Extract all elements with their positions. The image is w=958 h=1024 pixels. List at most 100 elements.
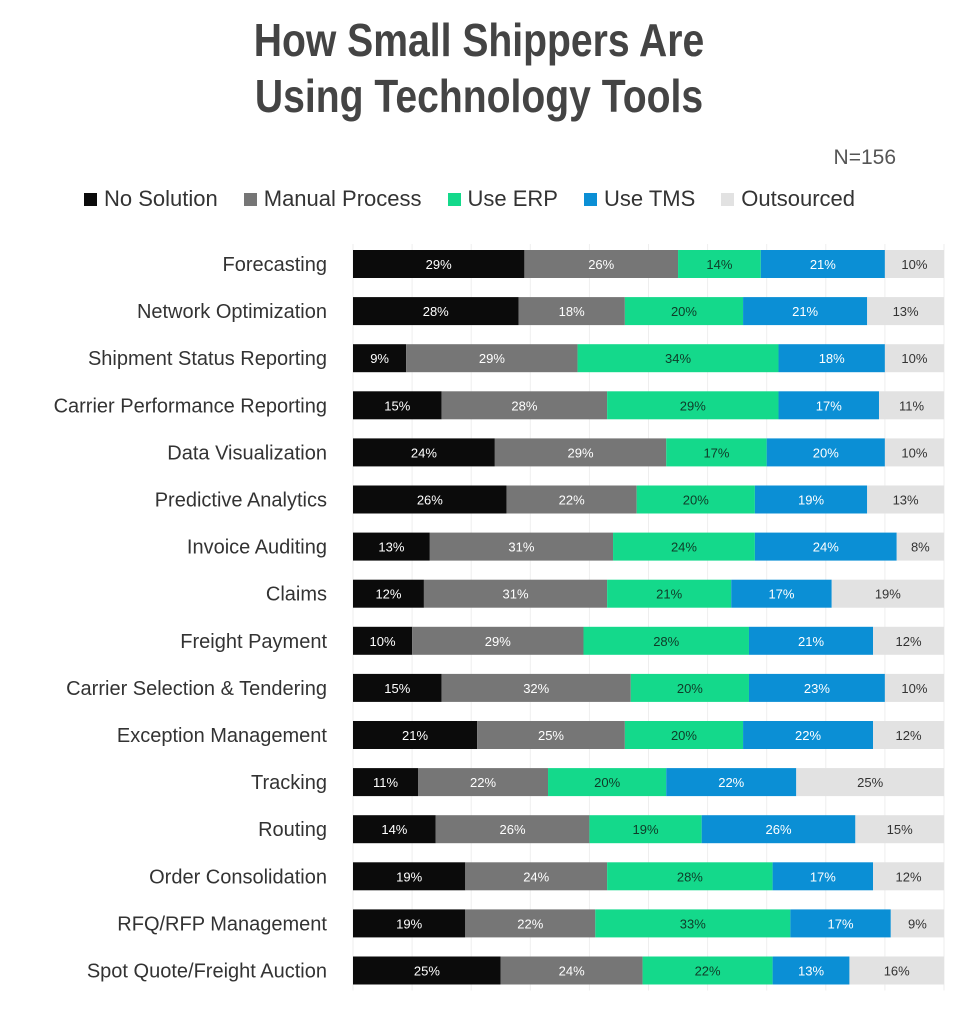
legend-label: Use TMS [603,186,696,211]
title-line-1: How Small Shippers Are [253,14,705,66]
data-label: 21% [810,257,836,272]
data-label: 28% [653,634,679,649]
legend-label: Manual Process [263,186,422,211]
category-label: Spot Quote/Freight Auction [87,961,327,983]
bar-segment [353,768,419,797]
data-label: 22% [795,728,821,743]
data-label: 24% [559,964,585,979]
data-label: 20% [683,493,709,508]
data-label: 8% [911,540,930,555]
legend-swatch [583,192,597,206]
bar-segment [353,344,407,373]
legend-label: No Solution [104,186,218,211]
bar-segment [884,344,944,373]
data-label: 9% [370,351,389,366]
data-label: 34% [665,351,691,366]
data-label: 22% [718,775,744,790]
bar-segment [353,909,466,938]
bar-segment [353,956,501,985]
data-label: 10% [901,445,927,460]
bar-segment [867,297,944,326]
data-label: 10% [901,351,927,366]
bar-segment [583,626,749,655]
data-label: 26% [500,822,526,837]
bar-segment [772,956,850,985]
bar-segment [873,626,944,655]
bar-segment [624,721,744,749]
category-label: Exception Management [117,725,328,747]
bar-segment [577,344,779,373]
data-label: 12% [896,869,922,884]
data-label: 20% [671,728,697,743]
bar-segment [666,768,797,797]
legend-item: No Solution [84,186,218,212]
data-label: 26% [766,822,792,837]
data-label: 24% [813,540,839,555]
bar-segment [754,485,868,514]
bar-segment [678,250,761,278]
bar-segment [353,673,442,702]
data-label: 10% [901,681,927,696]
data-label: 17% [703,445,729,460]
category-label: Carrier Performance Reporting [54,395,327,417]
bar-segment [701,815,856,844]
legend-item: Use ERP [447,186,558,212]
bar-segment [624,297,744,326]
legend-swatch [721,192,735,206]
data-label: 14% [381,822,407,837]
data-label: 19% [875,587,901,602]
bar-segment [873,721,944,749]
bar-segment [518,297,625,326]
bar-segment [500,956,643,985]
bar-segment [353,721,478,749]
bar-segment [465,909,596,938]
data-label: 25% [414,964,440,979]
bar-segment [506,485,637,514]
data-label: 18% [819,351,845,366]
bar-segment [790,909,891,938]
bar-segment [353,579,424,608]
data-label: 19% [633,822,659,837]
data-label: 31% [503,587,529,602]
data-label: 19% [396,916,422,931]
bar-segment [353,815,436,844]
data-label: 28% [511,398,537,413]
data-label: 22% [695,964,721,979]
legend: No Solution Manual Process Use ERP Use TMS O… [84,186,855,212]
bar-segment [441,673,631,702]
bar-segment [849,956,944,985]
bar-segment [878,391,944,420]
data-label: 17% [810,869,836,884]
data-label: 25% [538,728,564,743]
data-label: 15% [384,681,410,696]
bar-segment [435,815,590,844]
bar-segment [353,297,519,326]
bar-segment [754,532,897,561]
data-label: 19% [396,869,422,884]
bar-segment [630,673,749,702]
data-label: 22% [559,493,585,508]
bar-segment [353,862,466,891]
data-label: 17% [828,916,854,931]
legend-swatch [243,192,257,206]
bar-segment [494,438,667,467]
bar-segment [353,438,495,467]
category-label: RFQ/RFP Management [117,913,327,935]
legend-swatch [84,192,97,206]
bar-segment [418,768,549,797]
bar-segment [353,626,413,655]
legend-item: Manual Process [243,186,422,212]
category-label: Shipment Status Reporting [88,348,327,370]
data-label: 29% [479,351,505,366]
data-label: 26% [588,257,614,272]
data-label: 12% [896,634,922,649]
title-line-2: Using Technology Tools [254,70,704,122]
data-label: 20% [594,775,620,790]
chart-title: How Small Shippers Are Using Technology … [72,12,886,124]
data-label: 24% [411,445,437,460]
data-label: 21% [798,634,824,649]
data-label: 24% [523,869,549,884]
data-label: 29% [680,398,706,413]
bar-segment [766,438,885,467]
